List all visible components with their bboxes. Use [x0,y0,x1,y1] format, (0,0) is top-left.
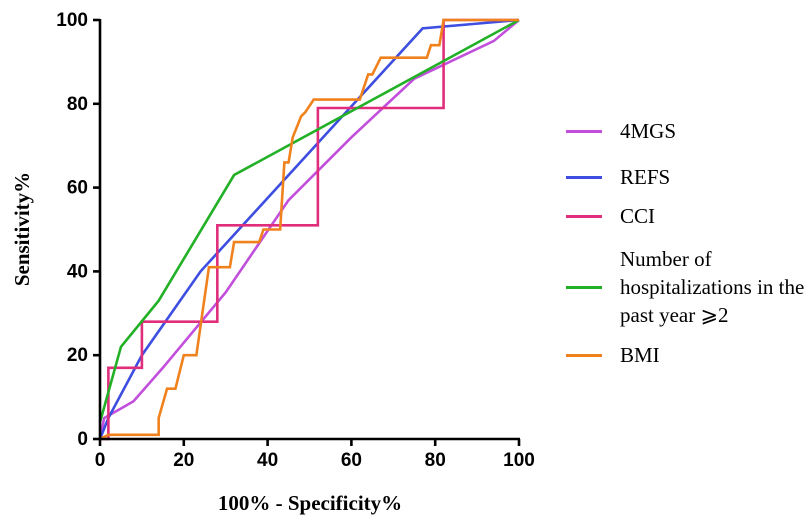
roc-curve [98,18,520,423]
legend-swatch [566,129,602,133]
legend-label: REFS [620,165,671,189]
y-axis-label: Sensitivity% [10,172,34,286]
legend-label: Number of hospitalizations in the past y… [620,247,805,327]
y-tick-label: 80 [67,94,88,115]
y-tick-label: 100 [56,10,88,31]
legend-entry: 4MGS [566,117,812,145]
legend-swatch [566,214,602,218]
x-tick-label: 100 [503,450,535,471]
x-tick-label: 40 [257,450,278,471]
legend-swatch [566,353,602,357]
x-tick-label: 20 [173,450,194,471]
legend-label: 4MGS [620,119,677,143]
legend-label: CCI [620,204,656,228]
x-axis-label: 100% - Specificity% [218,491,402,515]
y-tick-label: 60 [67,178,88,199]
legend-entry: CCI [566,202,812,230]
roc-curve [100,18,519,441]
legend-entry: REFS [566,163,812,191]
roc-curve [99,18,519,441]
y-tick-label: 40 [67,261,88,282]
legend-entry: BMI [566,341,812,369]
x-tick-label: 80 [425,450,446,471]
legend-label: BMI [620,343,660,367]
x-tick-label: 0 [95,450,106,471]
y-tick-label: 20 [67,345,88,366]
y-tick-label: 0 [77,429,88,450]
legend-entry: Number of hospitalizations in the past y… [566,245,812,329]
roc-curve [98,18,520,440]
legend-swatch [566,175,602,179]
x-tick-label: 60 [341,450,362,471]
legend-swatch [566,285,602,289]
roc-curve [98,19,520,440]
